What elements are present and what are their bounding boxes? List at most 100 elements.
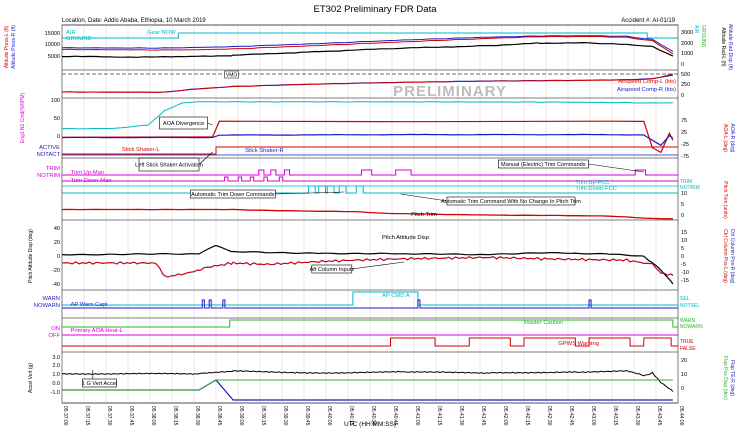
airspeed-r-label: Airspeed Comp-R (kts) <box>617 87 676 93</box>
watermark: PRELIMINARY <box>393 83 507 100</box>
ap-warn-label: WARN <box>43 296 61 302</box>
notrim-label: NOTRIM <box>37 173 60 179</box>
altitude-press-l-line <box>61 35 674 55</box>
x-tick-label: 05:39:15 <box>260 406 266 426</box>
x-tick-label: 05:37:00 <box>62 406 68 426</box>
aoa-r-axis: AOA-R (deg) <box>729 124 735 153</box>
x-tick-label: 05:41:15 <box>436 406 442 426</box>
column-tick: -5 <box>681 262 686 268</box>
aoa-divergence-callout: AOA Divergence <box>163 121 204 127</box>
trim-tick: 5 <box>681 202 684 208</box>
pitch-attitude-label: Pitch Attitude Disp <box>382 235 429 241</box>
heat-on-label: ON <box>51 326 60 332</box>
accel-tick: -1.0 <box>51 390 60 396</box>
ap-cmd-line <box>62 291 678 306</box>
x-tick-label: 05:38:00 <box>150 406 156 426</box>
chart-title: ET302 Preliminary FDR Data <box>313 4 437 15</box>
altitude-rad-line <box>62 41 674 58</box>
x-tick-label: 05:42:15 <box>524 406 530 426</box>
aoa-divergence-callout-arrow <box>207 122 213 126</box>
column-l-line <box>61 255 674 278</box>
air-ground-discrete <box>62 32 678 39</box>
accel-1g-callout: 1 G Vert Accel <box>82 381 117 387</box>
trim-down-fcc-label: Trim Down-FCC <box>575 186 617 192</box>
x-tick-label: 05:42:45 <box>568 406 574 426</box>
ap-warn-line <box>62 299 678 309</box>
airspeed-l-label: Airspeed Comp-L (kts) <box>618 79 676 85</box>
x-tick-label: 05:43:30 <box>634 406 640 426</box>
x-tick-label: 05:39:45 <box>304 406 310 426</box>
pitch-attitude-line <box>61 244 674 285</box>
gpws-label: GPWS Warning <box>558 341 599 347</box>
gpws-true-label: TRUE <box>680 339 694 345</box>
stick-shaker-r-label: Stick Shaker-R <box>245 148 284 154</box>
pitch-tick: -20 <box>52 268 60 274</box>
x-tick-label: 05:37:15 <box>84 406 90 426</box>
master-caution-label: Master Caution <box>524 320 563 326</box>
ap-cmd-label: AP CMD A <box>382 293 410 299</box>
column-tick: 0 <box>681 254 684 260</box>
accel-tick: 0.0 <box>52 381 60 387</box>
x-tick-label: 05:38:15 <box>172 406 178 426</box>
x-tick-label: 05:41:30 <box>458 406 464 426</box>
manual-trim-callout: Manual (Electric) Trim Commands <box>501 162 586 168</box>
x-tick-label: 05:37:30 <box>106 406 112 426</box>
x-tick-label: 05:40:00 <box>326 406 332 426</box>
trim-label: TRIM <box>46 166 60 172</box>
manual-trim-callout-arrow <box>588 163 644 173</box>
airspeed-tick: 0 <box>681 93 684 99</box>
stick-shaker-l-label: Stick Shaker-L <box>122 147 160 153</box>
accident-text: Accident #: AI-01/19 <box>621 18 675 24</box>
x-tick-label: 05:37:45 <box>128 406 134 426</box>
accel-1g-callout-box <box>82 378 117 388</box>
accel-tick: 3.0 <box>52 355 60 361</box>
x-tick-label: 05:40:45 <box>392 406 398 426</box>
left-shaker-callout: Left Stick Shaker Activation <box>135 163 203 169</box>
trim-tick: 10 <box>681 191 687 197</box>
accel-tick: 1.0 <box>52 372 60 378</box>
ap-notsel-label: NOTSEL <box>680 303 700 309</box>
x-axis-ticks: 05:37:00 05:37:15 05:37:30 05:37:45 05:38:00… <box>62 406 684 426</box>
altitude-raddisp-axis: Altitude Rad Disp (ft) <box>727 24 733 70</box>
n1-axis-label: Eng1 N1 Cmd(%RPM) <box>20 93 26 144</box>
x-tick-label: 05:41:45 <box>480 406 486 426</box>
ap-nowarn-label: NOWARN <box>34 303 60 309</box>
x-tick-label: 05:39:00 <box>238 406 244 426</box>
vmo-box <box>224 70 239 79</box>
trim-up-man-label: Trim Up-Man <box>71 170 105 176</box>
ap-sel-label: SEL <box>680 296 690 302</box>
auto-trim-down-callout-arrow <box>275 191 345 195</box>
trim-up-fcc-label: Trim Up-FCC <box>575 180 609 186</box>
altitude-left-tick: 15000 <box>45 31 60 37</box>
disc-air-label: AIR <box>66 30 76 36</box>
altitude-left-tick: 5000 <box>48 54 60 60</box>
aoa-heat-label: Primary AOA Heat-L <box>71 328 124 334</box>
x-tick-label: 05:43:15 <box>612 406 618 426</box>
pitch-axis-label: Pitch Attitude Disp (deg) <box>28 229 34 283</box>
x-tick-label: 05:41:00 <box>414 406 420 426</box>
pitch-tick: -40 <box>52 282 60 288</box>
accel-vert-line <box>61 369 674 392</box>
x-tick-label: 05:40:30 <box>370 406 376 426</box>
trim-down-man-label: Trim Down-Man <box>71 178 112 184</box>
trim-up-man-line <box>62 169 678 176</box>
stick-shaker-l-line <box>62 146 678 155</box>
altitude-press-r-line <box>61 35 674 52</box>
column-tick: -15 <box>681 278 689 284</box>
x-tick-label: 05:42:30 <box>546 406 552 426</box>
auto-trim-down-callout: Automatic Trim Down Commands <box>191 192 275 198</box>
altitude-right-tick: 3000 <box>681 30 693 36</box>
flap-green-line <box>62 379 673 391</box>
location-text: Location, Date: Addis Ababa, Ethiopia, 1… <box>62 18 206 24</box>
airspeed-r-line <box>61 74 673 93</box>
column-r-axis: Ctrl Column Pos-R (deg) <box>729 229 735 284</box>
x-tick-label: 05:38:45 <box>216 406 222 426</box>
column-tick: -10 <box>681 270 689 276</box>
master-caution-line <box>62 319 678 328</box>
aoa-tick: 75 <box>681 118 687 124</box>
pitch-trim-label: Pitch Trim <box>411 212 437 218</box>
airspeed-tick: 500 <box>681 72 690 78</box>
airspeed-l-line <box>61 73 674 93</box>
aoa-tick: -75 <box>681 154 689 160</box>
